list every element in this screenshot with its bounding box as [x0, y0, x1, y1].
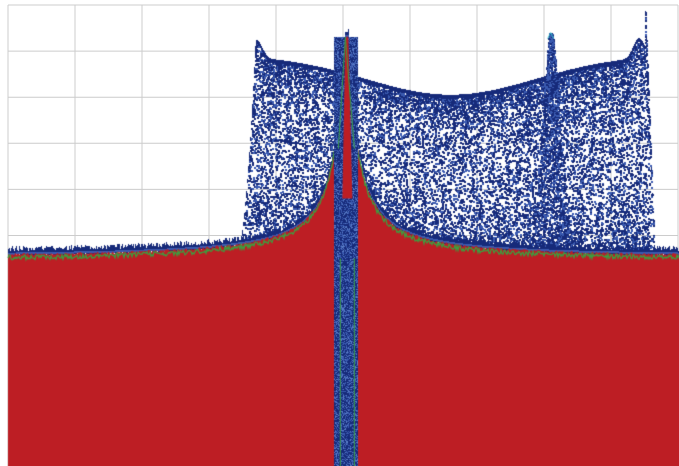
spectrum-chart	[0, 0, 679, 466]
spectrum-density-plot	[0, 0, 679, 466]
